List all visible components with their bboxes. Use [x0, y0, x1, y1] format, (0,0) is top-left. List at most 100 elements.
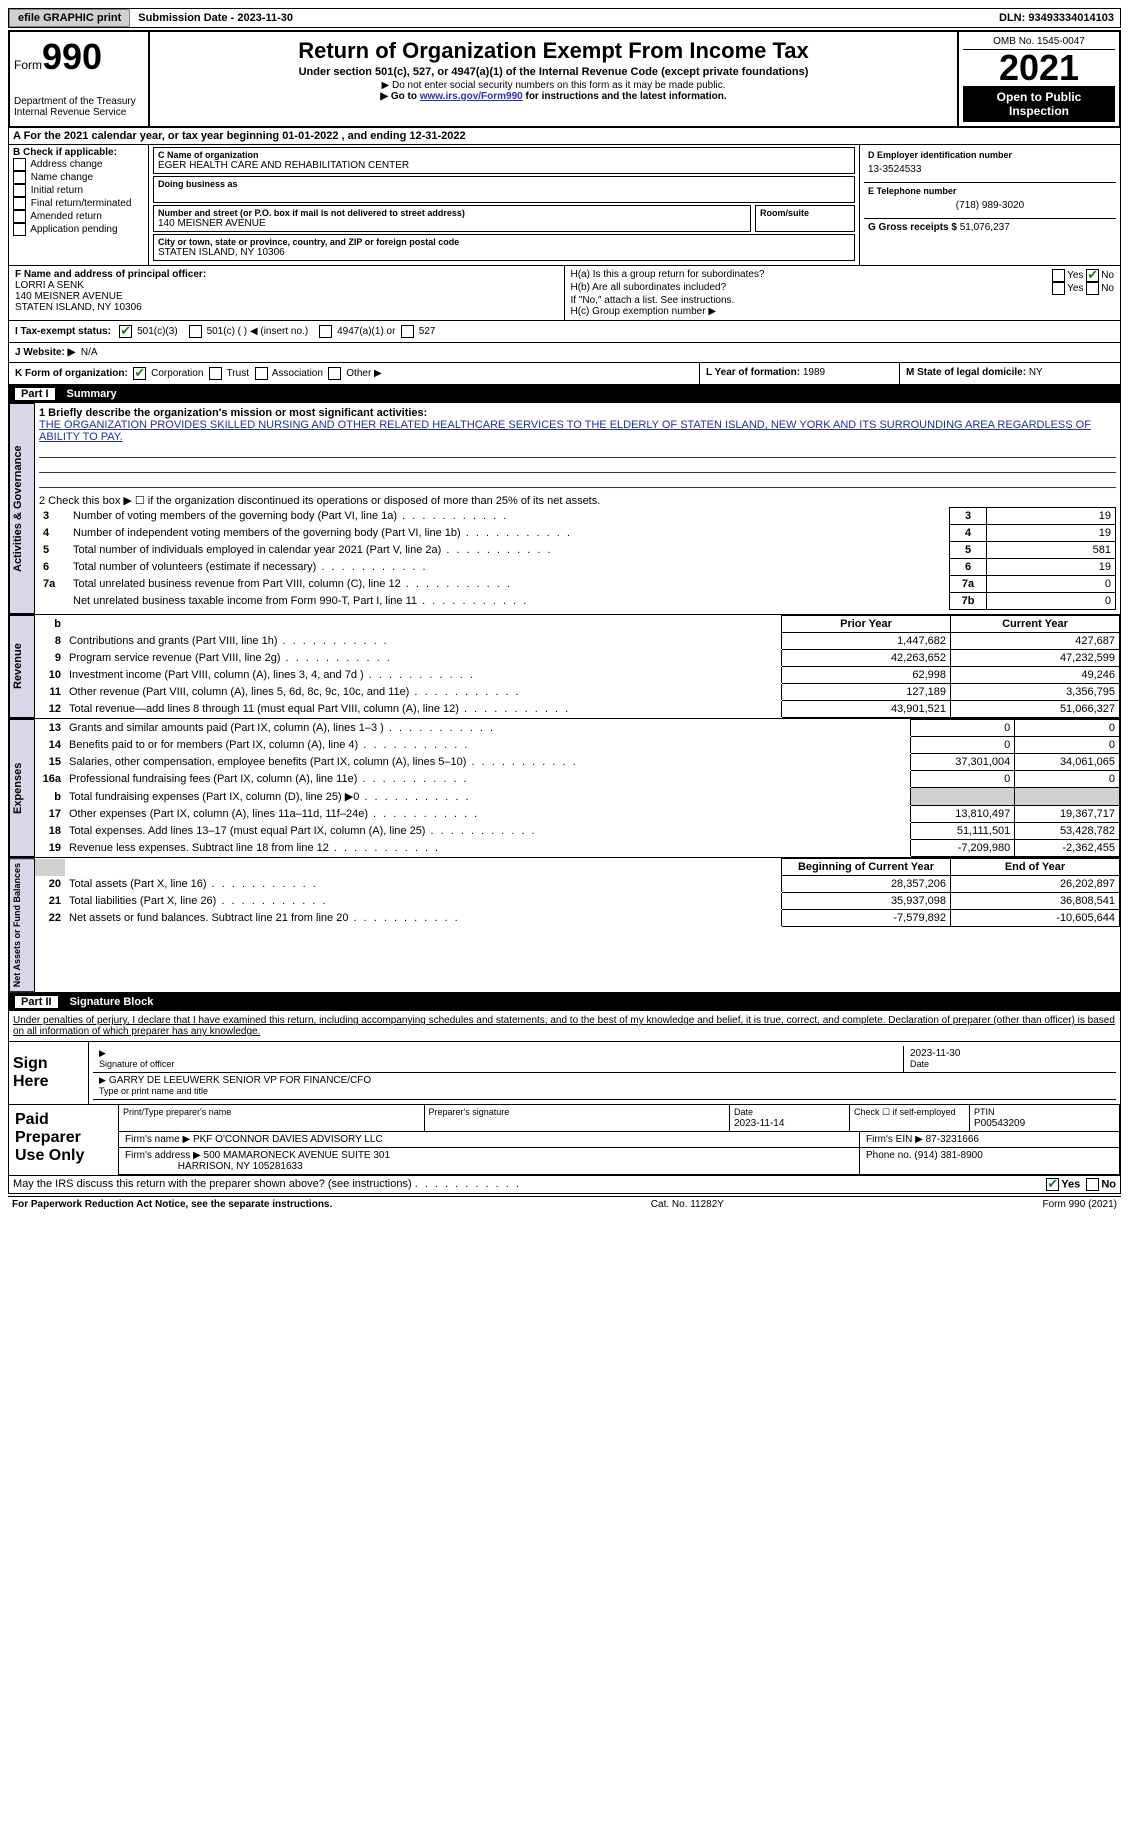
hc-label: H(c) Group exemption number ▶ — [571, 306, 1115, 317]
sig-date: 2023-11-30 — [910, 1048, 960, 1059]
part1-title: Summary — [67, 388, 117, 400]
officer-addr2: STATEN ISLAND, NY 10306 — [15, 302, 558, 313]
b-option: Name change — [13, 171, 144, 184]
sig-officer-label: Signature of officer — [99, 1059, 174, 1069]
col-l: L Year of formation: 1989 — [700, 363, 900, 384]
k-other-checkbox[interactable] — [328, 367, 341, 380]
discuss-text: May the IRS discuss this return with the… — [13, 1178, 412, 1190]
b-checkbox[interactable] — [13, 197, 26, 210]
paid-preparer-block: Paid Preparer Use Only Print/Type prepar… — [8, 1105, 1121, 1176]
k-trust-checkbox[interactable] — [209, 367, 222, 380]
part2-bar: Part II Signature Block — [8, 993, 1121, 1011]
hb-yes-checkbox[interactable] — [1052, 282, 1065, 295]
row-i: I Tax-exempt status: 501(c)(3) 501(c) ( … — [8, 321, 1121, 343]
street-box: Number and street (or P.O. box if mail i… — [153, 205, 855, 232]
ha-no-checkbox[interactable] — [1086, 269, 1099, 282]
p1-rev-body: bPrior YearCurrent Year8Contributions an… — [35, 615, 1120, 718]
ha-yes-checkbox[interactable] — [1052, 269, 1065, 282]
dba-box: Doing business as — [153, 176, 855, 203]
discuss-yes: Yes — [1061, 1179, 1080, 1191]
goto-pre: ▶ Go to — [380, 91, 419, 102]
footer-mid: Cat. No. 11282Y — [651, 1199, 724, 1210]
p1-ag-body: 1 Briefly describe the organization's mi… — [35, 403, 1120, 614]
street: 140 MEISNER AVENUE — [158, 218, 746, 229]
officer-printed: GARRY DE LEEUWERK SENIOR VP FOR FINANCE/… — [109, 1075, 371, 1086]
l2: 2 Check this box ▶ ☐ if the organization… — [39, 494, 1116, 507]
table-row: 6Total number of volunteers (estimate if… — [39, 559, 1116, 576]
i-4947-checkbox[interactable] — [319, 325, 332, 338]
p1-rev: Revenue bPrior YearCurrent Year8Contribu… — [8, 615, 1121, 719]
i-501c3-checkbox[interactable] — [119, 325, 132, 338]
no-label-2: No — [1101, 283, 1114, 294]
top-bar: efile GRAPHIC print Submission Date - 20… — [8, 8, 1121, 28]
irs-link[interactable]: www.irs.gov/Form990 — [420, 91, 523, 102]
hb-no-checkbox[interactable] — [1086, 282, 1099, 295]
b-checkbox[interactable] — [13, 223, 26, 236]
city-label: City or town, state or province, country… — [158, 237, 850, 247]
firm-ein-lbl: Firm's EIN ▶ — [866, 1134, 926, 1145]
table-row: 8Contributions and grants (Part VIII, li… — [35, 633, 1120, 650]
open-to-public: Open to Public Inspection — [963, 86, 1115, 122]
i-501c-checkbox[interactable] — [189, 325, 202, 338]
sig-cells: Signature of officer 2023-11-30Date GARR… — [89, 1042, 1120, 1104]
k-label: K Form of organization: — [15, 368, 128, 379]
paid-label: Paid Preparer Use Only — [9, 1105, 119, 1175]
form-number: Form990 — [14, 36, 144, 78]
p-self: Check ☐ if self-employed — [854, 1107, 956, 1117]
b-checkbox[interactable] — [13, 171, 26, 184]
p1-exp-body: 13Grants and similar amounts paid (Part … — [35, 719, 1120, 857]
table-row: 11Other revenue (Part VIII, column (A), … — [35, 684, 1120, 701]
e-label: E Telephone number — [868, 186, 1112, 196]
col-m: M State of legal domicile: NY — [900, 363, 1120, 384]
dln-value: 93493334014103 — [1028, 12, 1114, 24]
header-right: OMB No. 1545-0047 2021 Open to Public In… — [959, 32, 1119, 126]
gross-receipts: 51,076,237 — [960, 222, 1010, 233]
table-header: bPrior YearCurrent Year — [35, 616, 1120, 633]
city-box: City or town, state or province, country… — [153, 234, 855, 261]
table-row: 13Grants and similar amounts paid (Part … — [35, 720, 1120, 737]
p-name-lbl: Print/Type preparer's name — [123, 1107, 231, 1117]
k-o3: Association — [272, 368, 323, 379]
uline — [39, 475, 1116, 488]
table-row: 9Program service revenue (Part VIII, lin… — [35, 650, 1120, 667]
na-table: Beginning of Current YearEnd of Year20To… — [35, 858, 1120, 927]
i-o3: 4947(a)(1) or — [337, 326, 395, 337]
discuss-yes-checkbox[interactable] — [1046, 1178, 1059, 1191]
gross-box: G Gross receipts $ 51,076,237 — [864, 219, 1116, 236]
k-o4: Other ▶ — [346, 368, 381, 379]
sign-here-block: Sign Here Signature of officer 2023-11-3… — [8, 1042, 1121, 1105]
p-date: 2023-11-14 — [734, 1118, 784, 1129]
no-label: No — [1101, 270, 1114, 281]
table-row: 20Total assets (Part X, line 16)28,357,2… — [35, 876, 1120, 893]
sign-here-label: Sign Here — [9, 1042, 89, 1104]
discuss-no-checkbox[interactable] — [1086, 1178, 1099, 1191]
table-row: 3Number of voting members of the governi… — [39, 508, 1116, 525]
table-row: 5Total number of individuals employed in… — [39, 542, 1116, 559]
sig-date-label: Date — [910, 1059, 929, 1069]
dba-label: Doing business as — [158, 179, 850, 189]
row-klm: K Form of organization: Corporation Trus… — [8, 363, 1121, 385]
part1-num: Part I — [15, 388, 55, 400]
i-o2: 501(c) ( ) ◀ (insert no.) — [207, 326, 309, 337]
tab-rev: Revenue — [9, 615, 35, 718]
k-assoc-checkbox[interactable] — [255, 367, 268, 380]
firm-addr1: 500 MAMARONECK AVENUE SUITE 301 — [204, 1150, 391, 1161]
b-checkbox[interactable] — [13, 158, 26, 171]
prep-firm-name: Firm's name ▶ PKF O'CONNOR DAVIES ADVISO… — [119, 1132, 1120, 1148]
col-b: B Check if applicable: Address change Na… — [9, 145, 149, 265]
col-f: F Name and address of principal officer:… — [9, 266, 565, 320]
phone: (718) 989-3020 — [868, 196, 1112, 215]
table-header: Beginning of Current YearEnd of Year — [35, 859, 1120, 876]
b-option: Initial return — [13, 184, 144, 197]
form-no: 990 — [42, 36, 102, 77]
b-checkbox[interactable] — [13, 210, 26, 223]
b-checkbox[interactable] — [13, 184, 26, 197]
tab-ag: Activities & Governance — [9, 403, 35, 614]
table-row: 14Benefits paid to or for members (Part … — [35, 737, 1120, 754]
k-corp-checkbox[interactable] — [133, 367, 146, 380]
p1-na-body: Beginning of Current YearEnd of Year20To… — [35, 858, 1120, 992]
i-527-checkbox[interactable] — [401, 325, 414, 338]
table-row: 22Net assets or fund balances. Subtract … — [35, 910, 1120, 927]
efile-button[interactable]: efile GRAPHIC print — [9, 9, 130, 27]
b-option: Application pending — [13, 223, 144, 236]
